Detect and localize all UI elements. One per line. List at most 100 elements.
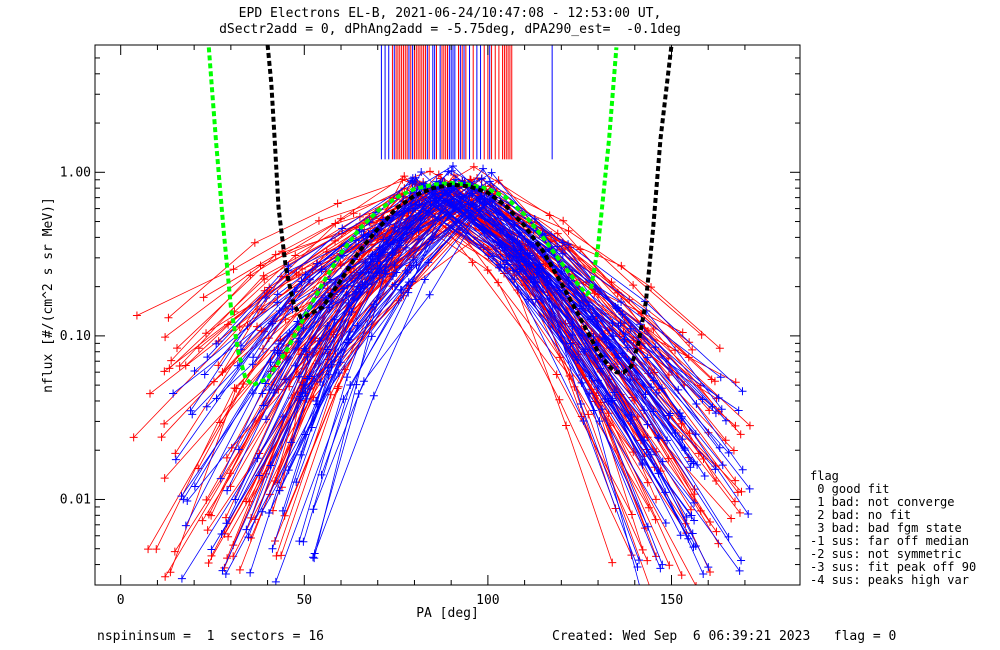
red-data-point	[584, 410, 593, 419]
blue-data-point	[262, 293, 271, 302]
red-data-point	[160, 419, 169, 428]
blue-data-point	[526, 275, 535, 284]
blue-data-point	[693, 460, 702, 469]
blue-data-point	[217, 529, 226, 538]
blue-data-point	[295, 392, 304, 401]
blue-data-point	[311, 396, 320, 405]
red-data-point	[398, 175, 407, 184]
red-data-point	[173, 344, 182, 353]
blue-data-point	[284, 466, 293, 475]
blue-data-point	[485, 177, 494, 186]
blue-data-point	[223, 486, 232, 495]
blue-data-point	[396, 285, 405, 294]
blue-data-point	[517, 241, 526, 250]
blue-data-point	[724, 448, 733, 457]
red-data-point	[199, 293, 208, 302]
blue-data-point	[509, 246, 518, 255]
blue-data-point	[177, 574, 186, 583]
red-data-point	[469, 162, 478, 171]
blue-data-point	[558, 249, 567, 258]
legend-entry: -1 sus: far off median	[810, 534, 969, 548]
blue-data-point	[270, 346, 279, 355]
blue-data-point	[284, 262, 293, 271]
blue-data-point	[487, 168, 496, 177]
blue-data-point	[310, 549, 319, 558]
chart-title-line1: EPD Electrons EL-B, 2021-06-24/10:47:08 …	[238, 6, 662, 21]
blue-data-point	[403, 268, 412, 277]
blue-data-point	[253, 454, 262, 463]
blue-data-point	[724, 532, 733, 541]
blue-data-point	[330, 315, 339, 324]
blue-data-point	[643, 420, 652, 429]
blue-data-point	[585, 372, 594, 381]
blue-data-point	[573, 355, 582, 364]
blue-data-point	[373, 257, 382, 266]
red-data-point	[688, 345, 697, 354]
blue-data-point	[234, 445, 243, 454]
red-data-point	[426, 167, 435, 176]
blue-data-point	[700, 471, 709, 480]
blue-data-point	[236, 345, 245, 354]
blue-data-point	[649, 376, 658, 385]
blue-data-point	[676, 531, 685, 540]
red-data-point	[160, 474, 169, 483]
blue-data-point	[177, 492, 186, 501]
blue-data-point	[359, 377, 368, 386]
blue-data-point	[420, 275, 429, 284]
red-data-point	[559, 216, 568, 225]
axes-layer: 0 50 100 150 0.01 0.10 1.00 PA [deg] nflux [#/(c…	[41, 44, 800, 621]
red-data-point	[671, 346, 680, 355]
blue-data-point	[367, 332, 376, 341]
blue-data-point	[510, 275, 519, 284]
blue-data-point	[369, 391, 378, 400]
blue-data-point	[495, 263, 504, 272]
blue-data-point	[714, 393, 723, 402]
red-data-point	[564, 226, 573, 235]
blue-data-point	[353, 321, 362, 330]
red-data-point	[259, 271, 268, 280]
blue-data-point	[657, 384, 666, 393]
blue-data-point	[207, 545, 216, 554]
red-data-point	[333, 199, 342, 208]
red-data-point	[494, 176, 503, 185]
blue-data-point	[721, 416, 730, 425]
blue-data-point	[425, 290, 434, 299]
blue-data-point	[295, 537, 304, 546]
blue-data-point	[744, 510, 753, 519]
legend-entry: 2 bad: no fit	[810, 508, 912, 522]
blue-data-point	[515, 265, 524, 274]
blue-data-point	[698, 395, 707, 404]
blue-data-point	[680, 444, 689, 453]
red-data-point	[629, 281, 638, 290]
red-data-point	[222, 453, 231, 462]
blue-data-point	[266, 461, 275, 470]
blue-data-point	[738, 387, 747, 396]
red-data-point	[733, 488, 742, 497]
red-data-point	[260, 286, 269, 295]
blue-data-point	[246, 568, 255, 577]
legend-entry: 1 bad: not converge	[810, 495, 955, 509]
red-data-point	[291, 251, 300, 260]
red-data-point	[227, 443, 236, 452]
blue-data-point	[661, 488, 670, 497]
blue-data-point	[200, 370, 209, 379]
blue-data-point	[716, 373, 725, 382]
red-data-point	[221, 513, 230, 522]
red-data-point	[494, 278, 503, 287]
blue-data-point	[613, 303, 622, 312]
x-tick-label: 150	[660, 593, 683, 608]
blue-data-point	[303, 353, 312, 362]
blue-data-point	[301, 347, 310, 356]
x-tick-label: 50	[296, 593, 312, 608]
blue-data-point	[419, 179, 428, 188]
black-fit-curve	[265, 45, 674, 375]
blue-data-point	[653, 433, 662, 442]
blue-data-point	[626, 324, 635, 333]
blue-data-point	[638, 592, 646, 600]
blue-data-point	[186, 406, 195, 415]
blue-data-point	[643, 353, 652, 362]
blue-data-point	[652, 388, 661, 397]
blue-data-point	[342, 373, 351, 382]
blue-data-point	[617, 298, 626, 307]
red-data-point	[245, 497, 254, 506]
